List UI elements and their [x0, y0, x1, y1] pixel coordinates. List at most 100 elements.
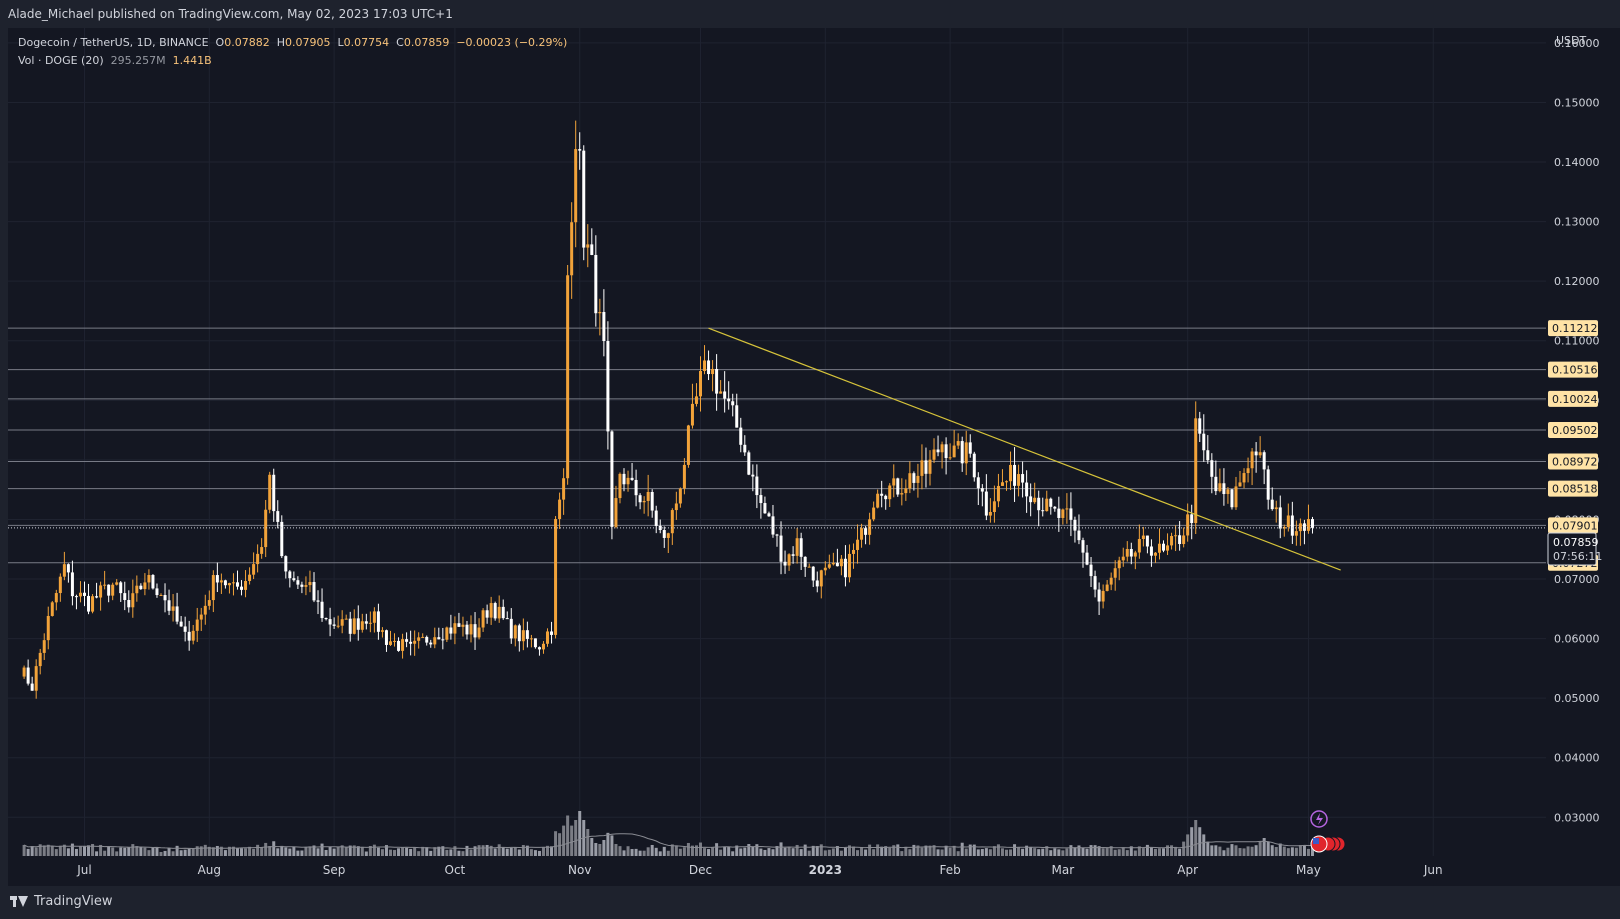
- volume-bar: [1109, 846, 1113, 856]
- candle-body: [380, 630, 384, 632]
- volume-bar: [517, 849, 521, 856]
- candle-body: [835, 562, 839, 567]
- volume-bar: [1105, 848, 1109, 856]
- volume-bar: [481, 845, 485, 856]
- candle-body: [252, 564, 256, 575]
- volume-bar: [413, 847, 417, 856]
- candle-body: [91, 596, 95, 612]
- volume-bar: [1254, 845, 1258, 856]
- volume-bar: [316, 848, 320, 856]
- candle-body: [453, 623, 457, 634]
- volume-bar: [727, 846, 731, 856]
- x-tick-label: Jul: [76, 863, 91, 877]
- volume-bar: [1053, 848, 1057, 856]
- candle-body: [839, 558, 843, 567]
- candle-body: [674, 503, 678, 511]
- volume-bar: [779, 842, 783, 856]
- candle-body: [219, 580, 223, 583]
- volume-bar: [682, 847, 686, 856]
- candle-body: [70, 572, 74, 597]
- volume-bar: [284, 847, 288, 856]
- tradingview-logo[interactable]: TradingView: [10, 894, 113, 909]
- volume-bar: [920, 847, 924, 856]
- candle-body: [292, 578, 296, 581]
- volume-bar: [22, 844, 26, 856]
- volume-label[interactable]: Vol · DOGE (20): [18, 54, 104, 67]
- candle-body: [119, 582, 123, 594]
- candle-body: [38, 652, 42, 667]
- volume-bar: [1166, 845, 1170, 856]
- volume-bar: [795, 844, 799, 856]
- x-tick-label: Jun: [1423, 863, 1443, 877]
- volume-bar: [787, 847, 791, 856]
- candle-body: [99, 585, 103, 598]
- event-icons[interactable]: [1310, 810, 1346, 853]
- price-axis[interactable]: USDT 0.03000 0.04000 0.05000 0.06000 0.07000…: [1554, 34, 1600, 824]
- volume-bar: [1262, 838, 1266, 856]
- volume-bar: [674, 845, 678, 856]
- volume-bar: [646, 847, 650, 856]
- candle-body: [952, 445, 956, 458]
- candle-body: [300, 584, 304, 587]
- candle-body: [364, 621, 368, 624]
- candle-body: [1302, 523, 1306, 531]
- volume-bar: [376, 847, 380, 856]
- volume-bar: [163, 850, 167, 856]
- candle-body: [513, 625, 517, 639]
- volume-bar: [1041, 848, 1045, 856]
- candle-body: [151, 575, 155, 589]
- candle-body: [1077, 530, 1081, 541]
- candle-body: [703, 360, 707, 372]
- volume-bar: [191, 849, 195, 856]
- candle-body: [831, 562, 835, 565]
- volume-bar: [533, 850, 537, 856]
- volume-bar: [1250, 846, 1254, 856]
- volume-bar: [296, 850, 300, 856]
- candle-body: [264, 509, 268, 548]
- candle-body: [1065, 508, 1069, 510]
- time-axis[interactable]: Jul Aug Sep Oct Nov Dec 2023 Feb Mar Apr May Jun: [76, 863, 1442, 877]
- volume-bar: [924, 845, 928, 856]
- candle-body: [449, 627, 453, 634]
- candle-body: [461, 624, 465, 627]
- candle-body: [376, 611, 380, 632]
- candle-body: [26, 667, 30, 684]
- candle-body: [964, 442, 968, 464]
- volume-bar: [1210, 845, 1214, 856]
- volume-bar: [783, 847, 787, 856]
- volume-bar: [562, 825, 566, 856]
- volume-bar: [908, 849, 912, 856]
- volume-bar: [1045, 846, 1049, 856]
- candle-body: [1009, 464, 1013, 482]
- volume-bar: [356, 846, 360, 856]
- volume-bar: [1266, 841, 1270, 856]
- volume-bar: [1017, 847, 1021, 856]
- level-labels: 0.11212 0.10516 0.10024 0.09502 0.08972 0.085…: [1548, 320, 1598, 571]
- volume-bar: [1101, 848, 1105, 856]
- candle-body: [78, 592, 82, 597]
- volume-bar: [34, 847, 38, 856]
- volume-bar: [1009, 849, 1013, 856]
- volume-bar: [992, 846, 996, 856]
- candle-body: [481, 610, 485, 628]
- volume-bar: [916, 845, 920, 856]
- lightning-icon[interactable]: [1310, 810, 1328, 828]
- horizontal-levels: [8, 327, 1546, 564]
- y-tick-label: 0.13000: [1554, 216, 1600, 229]
- candle-body: [159, 595, 163, 597]
- volume-bar: [739, 848, 743, 856]
- volume-bar: [630, 849, 634, 856]
- candle-body: [771, 516, 775, 535]
- volume-bar: [936, 849, 940, 856]
- candle-body: [1085, 552, 1089, 565]
- volume-bar: [1198, 827, 1202, 856]
- trendline[interactable]: [708, 327, 1341, 571]
- level-label: 0.08972: [1552, 456, 1598, 469]
- volume-bar: [485, 844, 489, 856]
- volume-bar: [38, 844, 42, 856]
- volume-bar: [58, 845, 62, 856]
- symbol-name[interactable]: Dogecoin / TetherUS, 1D, BINANCE: [18, 36, 209, 49]
- volume-bar: [465, 845, 469, 856]
- volume-bar: [968, 844, 972, 856]
